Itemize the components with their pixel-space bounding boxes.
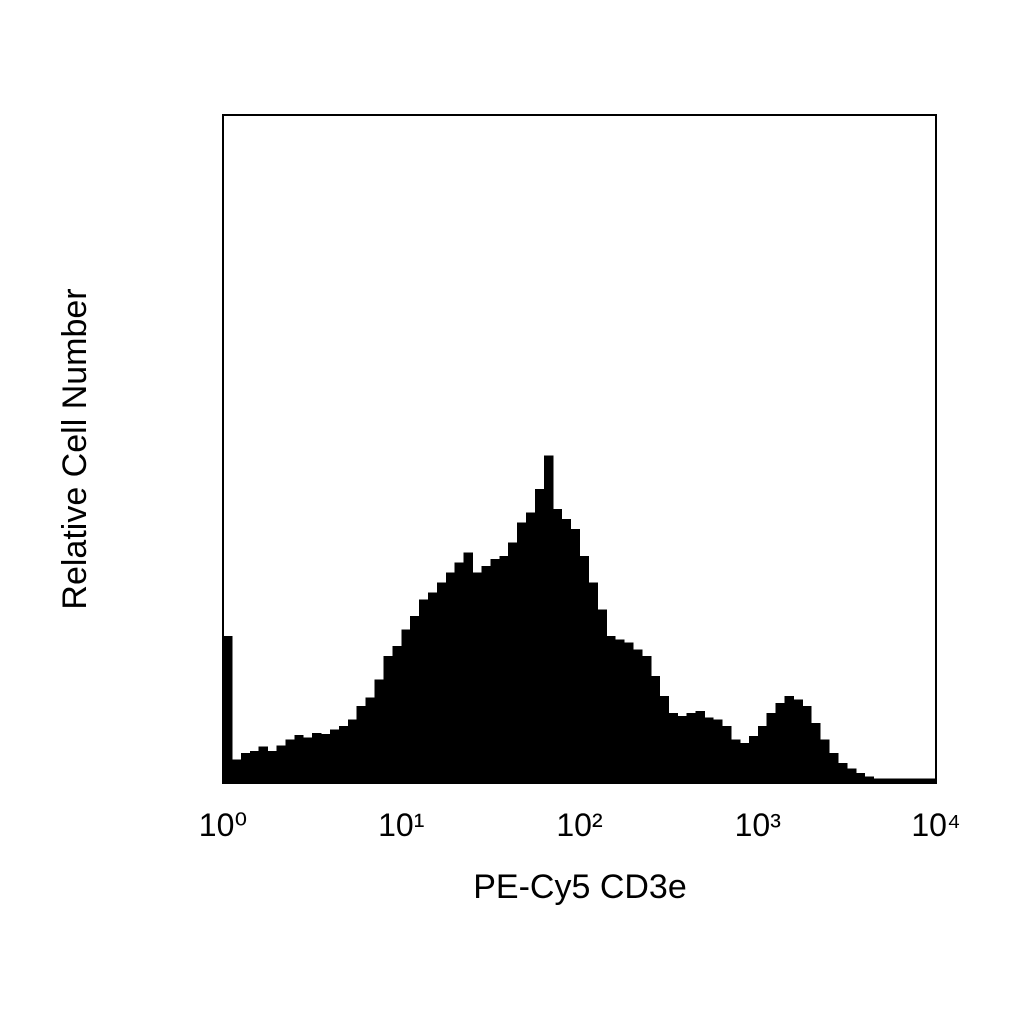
- bar: [231, 759, 242, 783]
- bar: [579, 555, 589, 783]
- bar: [659, 696, 670, 783]
- bar: [650, 676, 661, 783]
- x-tick-label: 10²: [556, 807, 603, 843]
- bar: [811, 722, 821, 783]
- bar: [240, 752, 251, 783]
- y-axis-label: Relative Cell Number: [56, 288, 94, 609]
- bar: [632, 649, 643, 783]
- bar: [820, 739, 830, 783]
- bar: [864, 776, 875, 783]
- bar: [401, 629, 411, 783]
- bar: [223, 636, 233, 783]
- bar: [837, 762, 848, 783]
- bar: [329, 729, 340, 783]
- bar: [338, 726, 349, 783]
- bar: [597, 609, 607, 783]
- bar: [294, 734, 304, 783]
- x-tick-label: 10⁰: [199, 807, 247, 843]
- bar: [552, 509, 563, 783]
- bar: [347, 719, 358, 783]
- bar: [909, 778, 919, 783]
- bar: [722, 726, 732, 783]
- bar: [454, 562, 465, 783]
- bar: [918, 778, 928, 783]
- bar: [463, 552, 474, 783]
- bar: [499, 555, 509, 783]
- bar: [249, 750, 260, 783]
- bar: [543, 455, 554, 783]
- bar: [472, 572, 482, 783]
- bar: [267, 750, 277, 783]
- x-tick-label: 10¹: [378, 807, 424, 843]
- bar: [757, 726, 768, 783]
- bar: [704, 717, 714, 783]
- bar: [570, 529, 580, 783]
- x-axis-label: PE-Cy5 CD3e: [473, 868, 687, 906]
- bar: [534, 489, 545, 783]
- bar: [900, 778, 910, 783]
- bar: [882, 778, 892, 783]
- bar: [927, 778, 937, 783]
- bar: [686, 712, 696, 783]
- plot-frame: [222, 114, 937, 784]
- bar: [829, 752, 839, 783]
- bar: [258, 746, 269, 783]
- bar: [526, 512, 536, 783]
- bar: [695, 710, 705, 783]
- bar: [303, 737, 313, 783]
- bar: [855, 772, 866, 783]
- bar: [276, 745, 286, 783]
- bar: [615, 639, 625, 783]
- bar: [392, 646, 402, 783]
- bar: [846, 768, 857, 783]
- bar: [713, 719, 723, 783]
- bar: [374, 679, 384, 783]
- bar: [793, 699, 803, 783]
- bar: [624, 642, 634, 783]
- bar: [365, 697, 376, 783]
- bar: [677, 716, 687, 783]
- bar: [891, 778, 901, 783]
- bar: [784, 696, 794, 783]
- bar: [356, 706, 367, 783]
- bar: [668, 712, 679, 783]
- bar: [775, 702, 786, 783]
- bar: [321, 734, 331, 783]
- x-tick-label: 10⁴: [911, 807, 960, 843]
- bar: [517, 522, 527, 783]
- bar: [739, 742, 750, 783]
- bar: [410, 616, 420, 783]
- bar: [748, 736, 759, 783]
- bar: [873, 778, 884, 783]
- bar: [766, 712, 777, 783]
- bar: [383, 656, 393, 783]
- bar: [285, 739, 295, 783]
- bar: [802, 706, 812, 783]
- bar: [641, 656, 652, 783]
- bar: [731, 739, 741, 783]
- x-tick-label: 10³: [735, 807, 782, 843]
- bar: [606, 636, 616, 783]
- bar: [312, 732, 322, 783]
- bar: [561, 519, 572, 783]
- bar: [419, 599, 429, 783]
- bar: [445, 572, 456, 783]
- bar: [588, 582, 598, 783]
- bar: [481, 565, 491, 783]
- bar: [428, 592, 438, 783]
- bar: [436, 582, 447, 783]
- bar: [490, 559, 500, 783]
- bar: [508, 542, 518, 783]
